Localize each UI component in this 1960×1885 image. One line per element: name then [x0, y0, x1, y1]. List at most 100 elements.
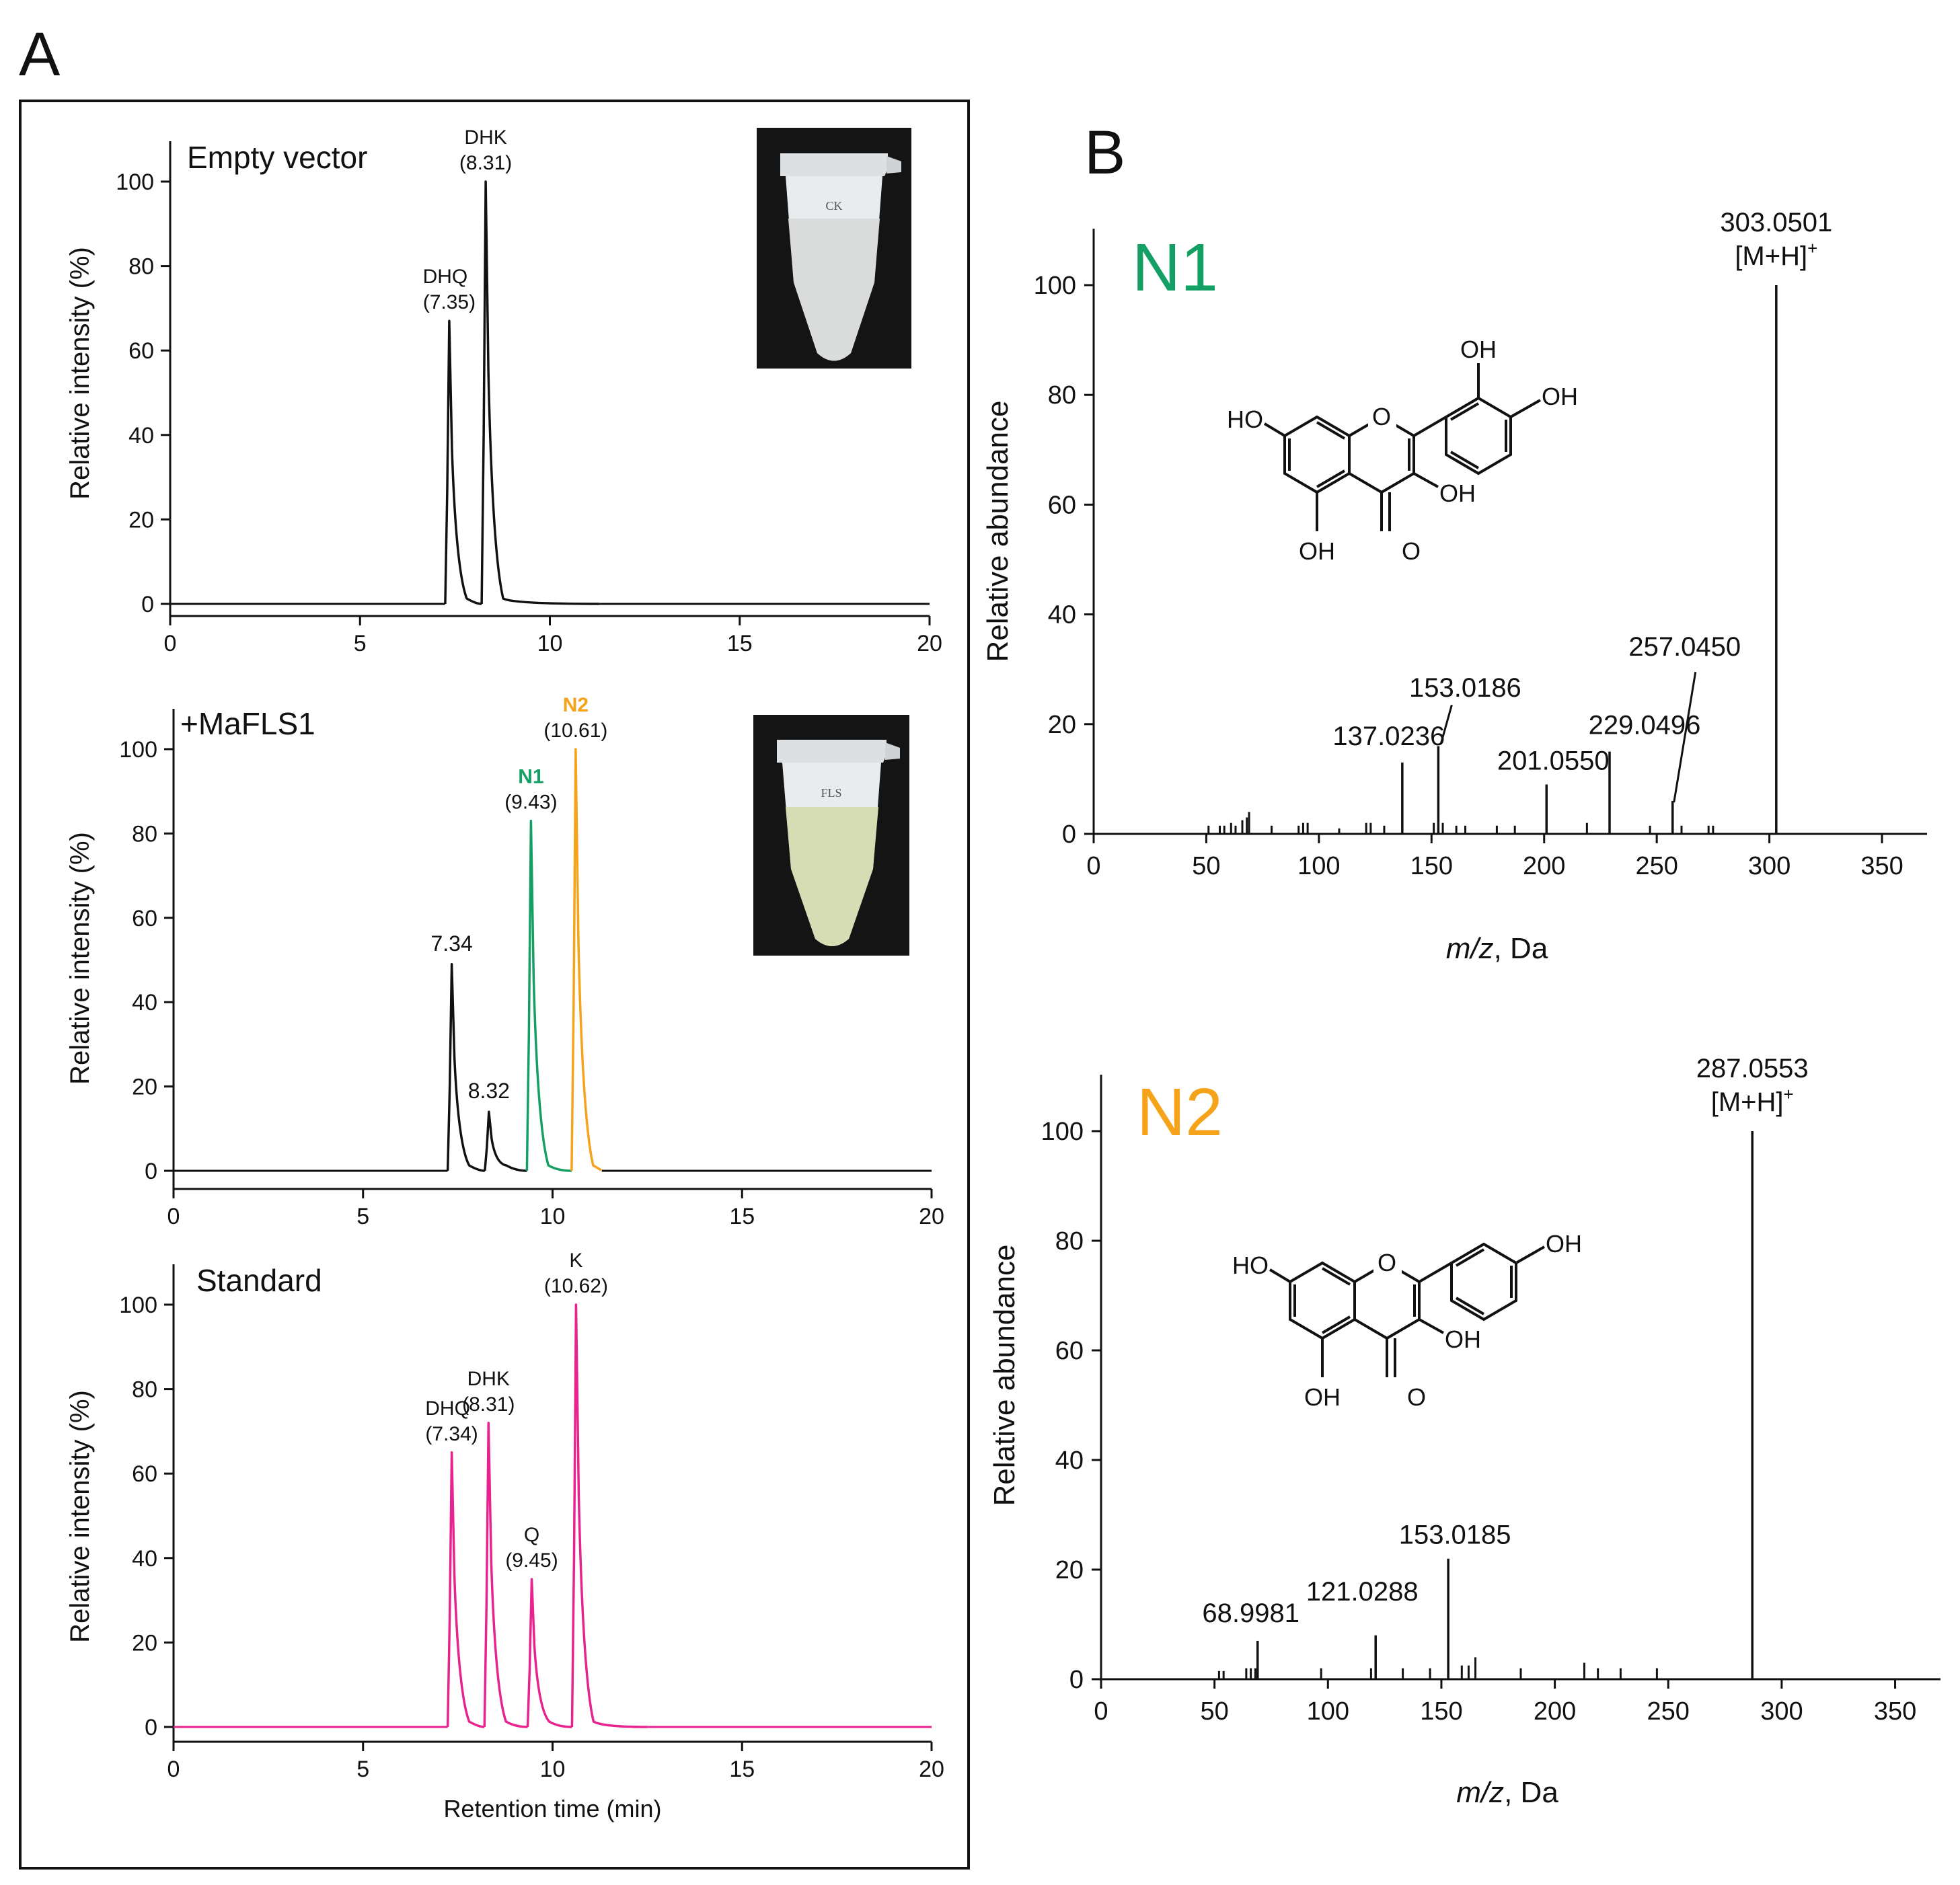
- ms-ion-label-sup: +: [1784, 1084, 1794, 1104]
- y-axis-label: Relative intensity (%): [65, 832, 95, 1085]
- y-tick-label: 20: [1055, 1556, 1084, 1584]
- peak-rt-label: (7.35): [423, 291, 476, 313]
- ms-peak-label: 153.0186: [1409, 673, 1521, 703]
- peak-rt-label: (9.43): [504, 792, 557, 814]
- x-tick-label: 250: [1635, 852, 1678, 880]
- x-axis-label: m/z, Da: [1446, 932, 1548, 965]
- y-tick-label: 100: [1034, 272, 1076, 300]
- x-axis-label-italic: m/z: [1456, 1776, 1504, 1809]
- x-tick-label: 0: [1094, 1697, 1108, 1726]
- y-tick-label: 60: [1055, 1337, 1084, 1365]
- y-tick-label: 100: [116, 169, 154, 195]
- y-tick-label: 60: [132, 906, 157, 931]
- panel-label-a: A: [19, 20, 61, 89]
- peak-name-label: N1: [518, 766, 543, 788]
- y-tick-label: 0: [141, 592, 154, 617]
- chromatogram-mafls1: 0 20 40 60 80 100 0 5 10 15 20 Relative intensity (…: [65, 694, 944, 1229]
- spectrum-title: N2: [1137, 1075, 1223, 1150]
- peak: [526, 1578, 572, 1728]
- ms-peak-label: 68.9981: [1202, 1599, 1299, 1628]
- y-axis-label: Relative abundance: [981, 401, 1014, 662]
- peak-rt-label: (8.31): [459, 152, 512, 174]
- y-axis-label: Relative abundance: [988, 1245, 1021, 1506]
- y-tick-label: 100: [119, 1293, 157, 1318]
- y-tick-label: 0: [1069, 1666, 1084, 1694]
- x-tick-label: 0: [167, 1757, 180, 1782]
- y-tick-label: 80: [1055, 1227, 1084, 1256]
- peak-name-label: DHK: [464, 126, 506, 149]
- y-tick-label: 60: [132, 1461, 157, 1487]
- n1-oh-right: OH: [1542, 383, 1578, 410]
- panel-label-b: B: [1084, 118, 1125, 187]
- structure-n1-bonds: [1263, 363, 1541, 531]
- n1-keto-o: O: [1402, 537, 1421, 565]
- x-axis-label-unit: , Da: [1504, 1776, 1558, 1809]
- ms-spectrum-n1: 0 20 40 60 80 100 0 50 100 150 200 250 300 350 Relativ…: [981, 208, 1927, 965]
- x-tick-label: 200: [1523, 852, 1565, 880]
- y-axis-label: Relative intensity (%): [65, 247, 95, 500]
- structure-n2: O HO O OH OH OH: [1232, 1230, 1582, 1411]
- y-tick-label: 100: [1041, 1118, 1084, 1146]
- x-tick-label: 15: [729, 1757, 755, 1782]
- x-tick-label: 15: [729, 1204, 755, 1229]
- x-tick-label: 0: [1086, 852, 1100, 880]
- peak: [446, 963, 485, 1172]
- n1-oh-c5: OH: [1299, 537, 1335, 565]
- x-tick-label: 0: [164, 631, 177, 656]
- y-tick-label: 100: [119, 737, 157, 763]
- ms-peak-label: 229.0496: [1589, 711, 1701, 740]
- y-tick-label: 40: [132, 1546, 157, 1572]
- peak: [570, 1303, 648, 1728]
- y-axis-label: Relative intensity (%): [65, 1390, 95, 1643]
- peak-name-label: DHQ: [423, 266, 468, 288]
- y-tick-label: 0: [145, 1715, 157, 1740]
- x-tick-label: 200: [1534, 1697, 1576, 1726]
- tube-label-fls: FLS: [821, 786, 841, 800]
- x-tick-label: 50: [1201, 1697, 1229, 1726]
- peak-name-label: DHQ: [425, 1397, 470, 1420]
- chart-title: Standard: [196, 1263, 322, 1298]
- panel-a-frame: [19, 100, 970, 1870]
- y-tick-label: 80: [132, 821, 157, 847]
- x-tick-label: 10: [540, 1757, 566, 1782]
- x-tick-label: 10: [540, 1204, 566, 1229]
- y-tick-label: 40: [132, 990, 157, 1015]
- n2-oh-top: OH: [1546, 1230, 1582, 1258]
- n1-ring-o: O: [1372, 403, 1391, 430]
- peak-name-label: DHK: [467, 1368, 510, 1390]
- x-tick-label: 5: [356, 1204, 369, 1229]
- y-tick-label: 20: [1048, 711, 1076, 739]
- x-tick-label: 5: [354, 631, 367, 656]
- x-axis-label-unit: , Da: [1494, 932, 1548, 965]
- n2-ho-a: HO: [1232, 1252, 1269, 1279]
- n2-oh-c3: OH: [1445, 1325, 1481, 1353]
- n2-keto-o: O: [1407, 1383, 1426, 1411]
- peak-name-label: Q: [524, 1524, 539, 1546]
- peak-rt-label: (9.45): [505, 1549, 558, 1572]
- chromatogram-empty-vector: 0 20 40 60 80 100 0 5 10 15 20 Relative intensity (…: [65, 126, 942, 656]
- chart-title: +MaFLS1: [180, 706, 315, 741]
- peak: [446, 1451, 485, 1728]
- peak: [570, 748, 603, 1172]
- ms-peak-label: 257.0450: [1628, 632, 1741, 662]
- peak-rt-label: (10.61): [543, 720, 607, 742]
- x-tick-label: 150: [1410, 852, 1453, 880]
- ms-leader-line: [1439, 704, 1453, 744]
- peak: [483, 1422, 528, 1728]
- peak: [480, 180, 599, 605]
- peak-rt-label: (7.34): [425, 1423, 478, 1445]
- tube-photo-fls: FLS: [753, 715, 909, 956]
- tube-label-ck: CK: [825, 199, 842, 213]
- x-axis-label-italic: m/z: [1446, 932, 1494, 965]
- n1-ho-a: HO: [1227, 406, 1263, 433]
- x-tick-label: 250: [1647, 1697, 1690, 1726]
- peak-name-label: K: [569, 1249, 582, 1272]
- y-tick-label: 0: [145, 1159, 157, 1184]
- peak-rt-label: 8.32: [468, 1079, 510, 1103]
- peak-rt-label: (8.31): [462, 1393, 515, 1416]
- n2-oh-c5: OH: [1304, 1383, 1341, 1411]
- structure-n1: O HO O OH OH OH OH: [1227, 336, 1578, 565]
- chart-title: Empty vector: [187, 140, 367, 175]
- ms-peak-label: 121.0288: [1306, 1577, 1419, 1607]
